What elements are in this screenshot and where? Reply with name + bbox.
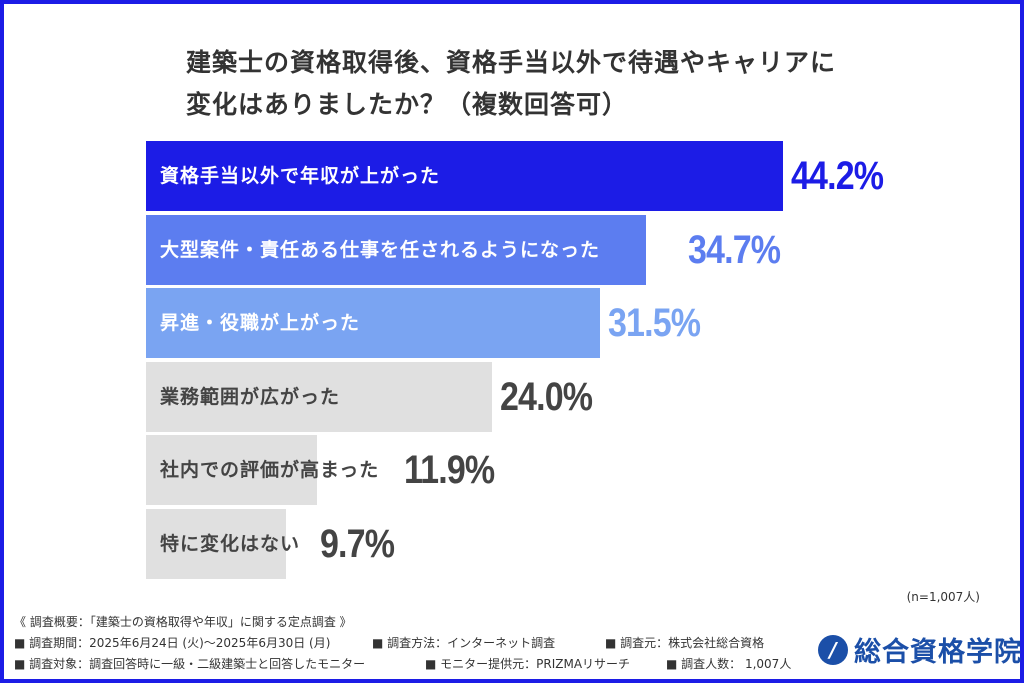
bar: [146, 141, 783, 211]
title-line-2: 変化はありましたか？（複数回答可）: [186, 90, 629, 119]
bar: [146, 361, 492, 432]
bar-label: 社内での評価が高まった: [160, 459, 380, 481]
footer-source: ■ 調査元：株式会社総合資格: [605, 636, 765, 650]
bar-label: 昇進・役職が上がった: [160, 312, 361, 334]
title-line-1: 建築士の資格取得後、資格手当以外で待遇やキャリアに: [186, 48, 837, 77]
bar-label: 資格手当以外で年収が上がった: [160, 165, 441, 187]
value-label: 31.5%: [607, 301, 701, 345]
value-label: 44.2%: [790, 154, 884, 198]
bar: [146, 435, 318, 505]
bar-label: 大型案件・責任ある仕事を任されるようになった: [160, 238, 601, 261]
value-label: 9.7%: [320, 521, 395, 566]
footer-method: ■ 調査方法：インターネット調査: [372, 636, 556, 650]
bar: [146, 214, 647, 285]
footer-target: ■ 調査対象：調査回答時に一級・二級建築士と回答したモニター: [14, 657, 366, 671]
chart-title: 建築士の資格取得後、資格手当以外で待遇やキャリアに 変化はありましたか？（複数回…: [186, 42, 836, 126]
bar: [146, 288, 600, 358]
footer-count: ■ 調査人数： 1,007人: [666, 657, 792, 671]
value-label: 34.7%: [688, 227, 781, 272]
footer-provider: ■ モニター提供元：PRIZMAリサーチ: [425, 657, 631, 671]
value-label: 24.0%: [499, 374, 593, 419]
sample-size-note: (n=1,007人): [906, 590, 980, 604]
value-label: 11.9%: [404, 448, 495, 492]
bar-label: 業務範囲が広がった: [160, 385, 341, 408]
logo: / 総合資格学院: [818, 630, 1022, 669]
footer-heading: 《 調査概要：「建築士の資格取得や年収」に関する定点調査 》: [14, 615, 352, 629]
bar: [146, 508, 286, 579]
bar-label: 特に変化はない: [160, 532, 301, 555]
footer-period: ■ 調査期間：2025年6月24日 (火)～2025年6月30日 (月): [14, 636, 331, 650]
logo-mark-icon: /: [818, 634, 848, 665]
logo-text: 総合資格学院: [854, 637, 1022, 668]
